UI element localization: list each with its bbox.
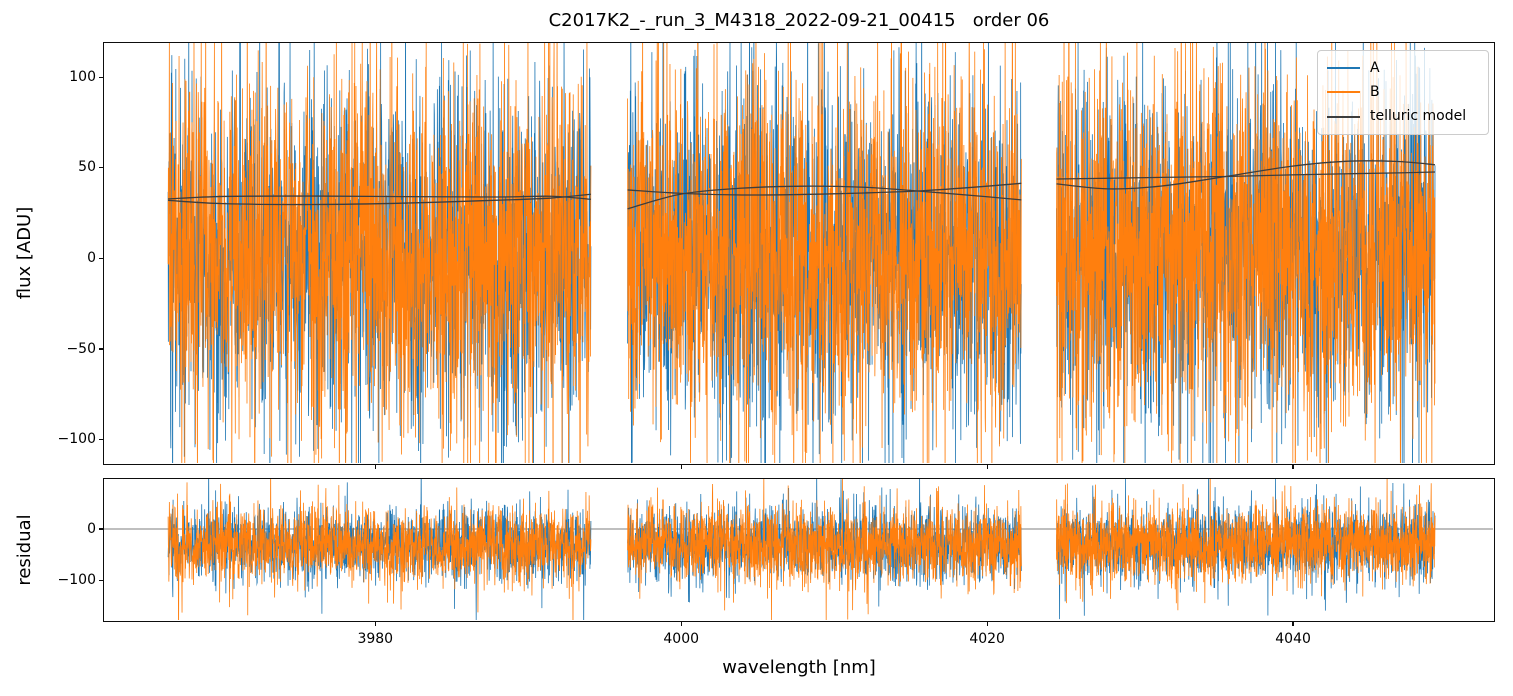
flux-plot-canvas (104, 43, 1493, 463)
y-tick-label: −100 (57, 572, 96, 589)
flux-plot-area (103, 42, 1495, 465)
legend-label: B (1370, 83, 1380, 100)
y-tick-mark (99, 76, 103, 78)
x-tick-label: 3980 (357, 631, 394, 647)
x-tick-label: 4020 (969, 631, 1005, 647)
legend-item-a: A (1327, 56, 1482, 80)
x-tick-mark (1292, 622, 1294, 626)
x-tick-label: 4000 (663, 631, 700, 647)
legend-item-b: B (1327, 80, 1482, 104)
x-tick-mark (986, 622, 988, 626)
y-tick-mark (99, 167, 103, 169)
y-tick-label: 50 (78, 159, 96, 176)
residual-plot-canvas (104, 479, 1493, 620)
y-tick-mark (99, 257, 103, 260)
y-tick-mark (99, 528, 103, 530)
legend-line-swatch (1327, 115, 1360, 118)
residual-plot-area (103, 478, 1495, 622)
wavelength-axis-label: wavelength [nm] (722, 657, 876, 678)
y-tick-mark (99, 580, 103, 582)
x-tick-mark (680, 622, 682, 626)
y-tick-mark (99, 348, 103, 350)
y-tick-label: 100 (69, 68, 96, 85)
x-tick-label: 4040 (1275, 631, 1311, 647)
x-tick-mark (1292, 465, 1294, 469)
legend-label: A (1370, 59, 1380, 76)
legend-item-telluric-model: telluric model (1327, 105, 1482, 129)
chart-title: C2017K2_-_run_3_M4318_2022-09-21_00415 o… (548, 10, 1050, 31)
y-tick-label: −100 (57, 431, 96, 448)
y-tick-label: 0 (87, 249, 96, 266)
y-tick-label: −50 (66, 340, 96, 357)
x-tick-mark (986, 465, 988, 469)
legend-label: telluric model (1370, 108, 1467, 125)
x-tick-mark (374, 622, 376, 626)
x-tick-mark (680, 465, 682, 469)
y-tick-mark (99, 439, 103, 441)
y-tick-label: 0 (87, 520, 96, 537)
legend-line-swatch (1327, 91, 1360, 94)
x-tick-mark (374, 465, 376, 469)
legend-line-swatch (1327, 67, 1360, 70)
